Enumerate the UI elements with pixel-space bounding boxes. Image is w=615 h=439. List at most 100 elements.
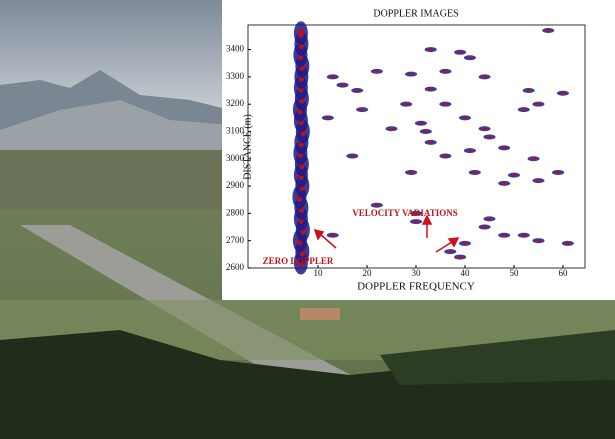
spot-core <box>467 149 472 151</box>
spot-core <box>409 171 414 173</box>
doppler-spot <box>327 233 339 238</box>
doppler-spot <box>346 154 358 159</box>
doppler-spot <box>454 50 466 55</box>
doppler-spot <box>518 107 530 112</box>
doppler-spot <box>351 88 363 93</box>
spot-core <box>414 220 419 222</box>
doppler-spot <box>337 83 349 88</box>
annotation: ZERO DOPPLER <box>263 256 334 266</box>
doppler-spot <box>498 145 510 150</box>
spot-core <box>502 234 507 236</box>
y-tick-label: 3100 <box>226 126 245 136</box>
spot-core <box>536 239 541 241</box>
doppler-spot <box>542 28 554 33</box>
spot-core <box>482 128 487 130</box>
spot-core <box>458 51 463 53</box>
spot-core <box>467 57 472 59</box>
doppler-spot <box>439 154 451 159</box>
spot-core <box>487 218 492 220</box>
doppler-spot <box>483 134 495 139</box>
doppler-spot <box>327 74 339 79</box>
spot-core <box>560 92 565 94</box>
doppler-spot <box>562 241 574 246</box>
doppler-spot <box>356 107 368 112</box>
spot-core <box>536 103 541 105</box>
doppler-spot <box>400 102 412 107</box>
doppler-spot <box>464 55 476 60</box>
y-tick-label: 2600 <box>226 262 245 272</box>
spot-core <box>428 88 433 90</box>
y-tick-label: 2700 <box>226 235 245 245</box>
spot-core <box>330 76 335 78</box>
spot-core <box>556 171 561 173</box>
spot-core <box>462 117 467 119</box>
doppler-spot <box>557 91 569 96</box>
doppler-spot <box>498 233 510 238</box>
doppler-spot <box>483 216 495 221</box>
spot-core <box>443 103 448 105</box>
spot-core <box>350 155 355 157</box>
doppler-spot <box>552 170 564 175</box>
spot-core <box>502 182 507 184</box>
spot-core <box>340 84 345 86</box>
doppler-spot <box>386 126 398 131</box>
figure: DOPPLER IMAGES DOPPLER FREQUENCY DISTANC… <box>0 0 615 439</box>
spot-core <box>458 256 463 258</box>
doppler-spot <box>532 102 544 107</box>
doppler-spot <box>425 47 437 52</box>
doppler-spot <box>498 181 510 186</box>
doppler-spot <box>479 74 491 79</box>
doppler-spot <box>439 102 451 107</box>
x-tick-label: 10 <box>314 268 324 278</box>
doppler-spot <box>459 115 471 120</box>
doppler-spot <box>405 72 417 77</box>
doppler-spot <box>532 178 544 183</box>
doppler-spot <box>415 121 427 126</box>
spot-core <box>374 70 379 72</box>
spot-core <box>428 48 433 50</box>
doppler-spot <box>508 173 520 178</box>
spot-core <box>521 234 526 236</box>
spot-core <box>526 89 531 91</box>
spot-core <box>404 103 409 105</box>
spot-core <box>330 234 335 236</box>
doppler-spot <box>405 170 417 175</box>
x-tick-label: 40 <box>460 268 470 278</box>
doppler-spot <box>425 140 437 145</box>
doppler-spot <box>444 249 456 254</box>
spot-core <box>325 117 330 119</box>
y-tick-label: 3400 <box>226 44 245 54</box>
y-tick-label: 3200 <box>226 98 245 108</box>
doppler-spot <box>469 170 481 175</box>
doppler-spot <box>454 255 466 260</box>
spot-core <box>298 28 304 38</box>
spot-core <box>511 174 516 176</box>
chart-title: DOPPLER IMAGES <box>373 8 458 19</box>
spot-core <box>482 226 487 228</box>
spot-core <box>462 242 467 244</box>
spot-core <box>487 136 492 138</box>
spot-core <box>374 204 379 206</box>
spot-core <box>546 29 551 31</box>
spot-core <box>472 171 477 173</box>
y-tick-label: 3300 <box>226 71 245 81</box>
x-tick-label: 50 <box>509 268 519 278</box>
annotation: VELOCITY VARIATIONS <box>352 208 457 218</box>
spot-core <box>521 108 526 110</box>
doppler-spot <box>420 129 432 134</box>
doppler-spot <box>371 203 383 208</box>
spot-core <box>443 70 448 72</box>
spot-core <box>531 158 536 160</box>
y-tick-label: 2900 <box>226 180 245 190</box>
x-axis-label: DOPPLER FREQUENCY <box>357 281 475 293</box>
doppler-spot <box>532 238 544 243</box>
spot-core <box>482 76 487 78</box>
spot-core <box>355 89 360 91</box>
doppler-spot <box>459 241 471 246</box>
doppler-spot <box>439 69 451 74</box>
y-axis-label: DISTANCE (m) <box>242 114 253 180</box>
doppler-spot <box>425 87 437 92</box>
doppler-spot <box>528 156 540 161</box>
doppler-spot <box>410 219 422 224</box>
spot-core <box>423 130 428 132</box>
